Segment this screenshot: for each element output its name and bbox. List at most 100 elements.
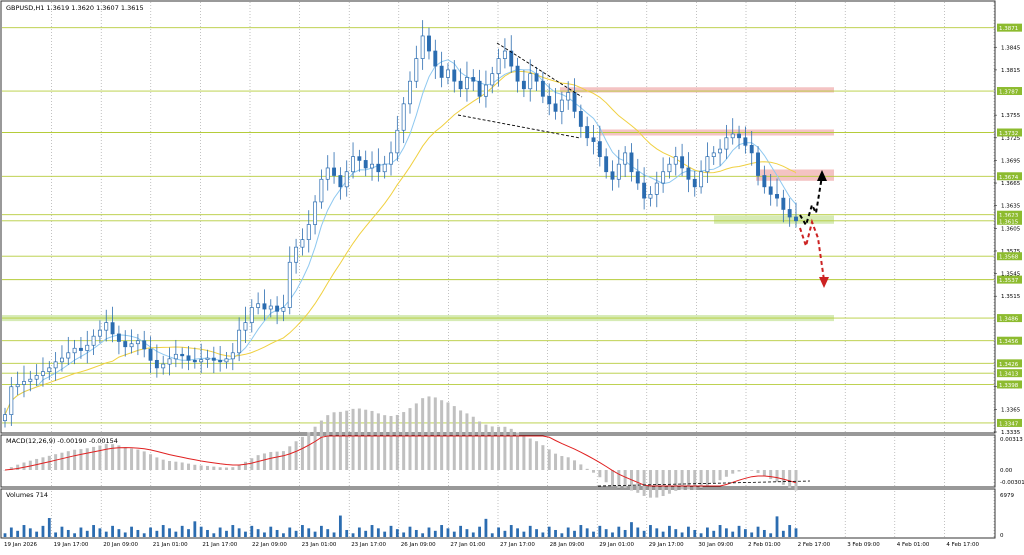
volume-bar [687, 526, 690, 537]
x-axis-label: 26 Jan 09:00 [401, 542, 436, 548]
volume-bar [579, 525, 583, 537]
price-level-badge [997, 369, 1022, 378]
y-tick-label: 1.3845 [1001, 45, 1021, 51]
volume-bar [168, 528, 171, 537]
candle-body [60, 357, 64, 363]
volume-bar [794, 528, 798, 537]
moving-average-slow [4, 70, 797, 415]
volume-title: Volumes 714 [6, 491, 48, 499]
volume-bar [636, 527, 640, 537]
price-level-badge [997, 172, 1022, 181]
macd-histogram-bar [187, 463, 191, 470]
volume-bar [503, 530, 507, 537]
candle-body [123, 341, 128, 348]
candle-body [376, 163, 381, 173]
candle-body [420, 35, 425, 59]
volume-bar [250, 525, 254, 537]
volume-bar [642, 530, 646, 537]
macd-histogram-bar [104, 443, 108, 470]
volume-bar [111, 525, 114, 537]
candle-body [351, 156, 355, 173]
candle-body [623, 152, 628, 165]
price-level-text: 1.3486 [999, 317, 1019, 323]
price-level-badge [997, 210, 1022, 219]
candle-body [294, 246, 299, 263]
volume-bar [573, 530, 576, 537]
macd-histogram-bar [585, 468, 589, 470]
candle-body [534, 73, 539, 82]
candle-body [724, 137, 729, 150]
candle-body [262, 303, 267, 310]
x-axis-label: 21 Jan 17:00 [202, 542, 237, 548]
candle-body [357, 156, 362, 161]
macd-histogram-bar [256, 455, 260, 470]
volume-bar [471, 532, 475, 537]
macd-y-tick-label: -0.00301 [1000, 480, 1024, 486]
price-level-text: 1.3347 [999, 421, 1019, 427]
candle-body [268, 305, 273, 310]
volume-bar [383, 531, 387, 537]
candle-body [211, 357, 216, 361]
volume-bar [193, 521, 197, 537]
candle-body [629, 152, 634, 173]
candle-body [167, 358, 172, 365]
candle-body [597, 141, 602, 157]
macd-histogram-bar [243, 461, 247, 470]
candle-body [3, 414, 7, 422]
volume-bar [149, 527, 152, 537]
x-axis-label: 20 Jan 09:00 [103, 542, 138, 548]
price-level-text: 1.3456 [999, 339, 1019, 345]
volume-bar [440, 525, 444, 537]
macd-histogram-bar [237, 464, 241, 470]
macd-histogram-bar [535, 441, 539, 470]
macd-histogram-bar [478, 421, 482, 470]
volume-bar [668, 525, 671, 537]
price-level-text: 1.3871 [999, 26, 1018, 32]
candle-body [281, 307, 286, 312]
macd-histogram-bar [389, 415, 393, 470]
volume-bar [617, 526, 621, 537]
forecast-down-arrowhead [819, 277, 829, 288]
volume-bar [218, 527, 222, 537]
volume-bar [104, 531, 108, 537]
price-level-badge [997, 275, 1022, 284]
candle-body [319, 178, 324, 203]
volume-bar [22, 525, 26, 537]
volume-bar [509, 525, 513, 537]
candle-body [446, 69, 450, 78]
candle-body [180, 353, 185, 357]
candle-body [743, 137, 748, 146]
macd-histogram-bar [28, 460, 32, 470]
macd-histogram-bar [560, 456, 564, 470]
x-axis-label: 2 Feb 01:00 [748, 542, 781, 548]
price-level-text: 1.3568 [999, 255, 1019, 261]
macd-histogram-bar [307, 432, 311, 470]
y-tick-label: 1.3575 [1001, 249, 1021, 255]
y-tick-label: 1.3755 [1001, 113, 1021, 119]
macd-histogram-bar [794, 470, 798, 491]
macd-histogram-bar [788, 470, 792, 488]
y-tick-label: 1.3335 [1001, 430, 1021, 436]
moving-average-fast [4, 59, 797, 415]
macd-histogram-bar [465, 413, 469, 470]
macd-histogram-bar [123, 447, 127, 470]
macd-histogram-bar [269, 451, 273, 470]
volume-bar [123, 532, 127, 537]
support-zone [714, 215, 834, 224]
macd-histogram-bar [408, 408, 412, 470]
macd-histogram-bar [440, 400, 444, 470]
volume-bar [376, 528, 380, 537]
volume-bar [718, 525, 722, 537]
volume-bar [554, 529, 557, 537]
volume-bar [414, 529, 418, 537]
candle-body [705, 156, 710, 173]
macd-histogram-bar [471, 416, 475, 470]
volume-bar [357, 527, 361, 537]
macd-histogram-bar [686, 470, 690, 490]
candle-body [78, 347, 83, 351]
macd-histogram-bar [592, 470, 596, 473]
volume-bar [161, 525, 165, 537]
volume-bar [244, 531, 247, 537]
wedge-lower-trendline [457, 114, 581, 139]
